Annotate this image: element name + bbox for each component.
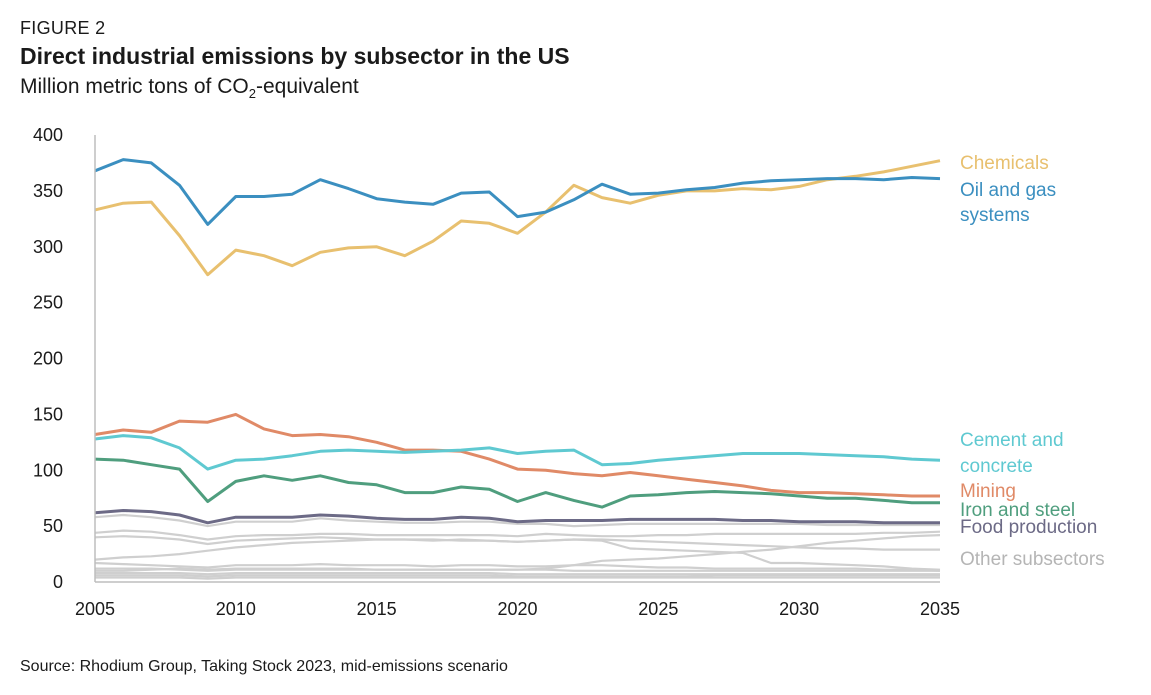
iron-and-steel-label: Iron and steel (960, 500, 1075, 521)
y-tick-label: 0 (53, 572, 63, 592)
oil-and-gas-systems-label: systems (960, 205, 1030, 226)
y-tick-label: 50 (43, 516, 63, 536)
chemicals-line (94, 159, 941, 277)
chart-subtitle: Million metric tons of CO2-equivalent (20, 75, 359, 101)
source-note: Source: Rhodium Group, Taking Stock 2023… (20, 658, 508, 675)
other-subsector-line-4 (94, 538, 940, 561)
subtitle-suffix: -equivalent (255, 75, 359, 98)
y-tick-label: 250 (33, 293, 63, 313)
subsector-lines (94, 158, 941, 525)
cement-and-concrete-label: Cement and (960, 430, 1064, 451)
x-tick-label: 2035 (920, 599, 960, 619)
oil-and-gas-systems-line (94, 158, 941, 226)
x-tick-label: 2030 (779, 599, 819, 619)
y-tick-label: 200 (33, 349, 63, 369)
food-production-line (94, 509, 940, 525)
series-labels: Chemicals Oil and gas systems Cement and con… (960, 153, 1105, 570)
x-tick-label: 2010 (216, 599, 256, 619)
y-tick-label: 300 (33, 237, 63, 257)
mining-label: Mining (960, 481, 1016, 502)
x-tick-label: 2020 (497, 599, 537, 619)
other-subsector-lines (94, 513, 941, 580)
chemicals-label: Chemicals (960, 153, 1049, 174)
x-tick-label: 2005 (75, 599, 115, 619)
mining-line (94, 412, 940, 498)
other-subsector-line-1 (94, 513, 940, 528)
y-tick-label: 150 (33, 404, 63, 424)
y-tick-label: 400 (33, 125, 63, 145)
chart-axes: 0 50 100 150 200 250 300 350 400 2005 2010 2015 2020… (33, 125, 960, 619)
subtitle-text: Million metric tons of CO (20, 75, 249, 98)
cement-and-concrete-label: concrete (960, 456, 1033, 477)
other-subsector-line-10 (95, 576, 940, 580)
other-subsector-line-8 (95, 572, 940, 576)
x-tick-label: 2025 (638, 599, 678, 619)
figure-label: FIGURE 2 (20, 18, 106, 38)
iron-and-steel-line (94, 457, 940, 509)
y-tick-label: 350 (33, 181, 63, 201)
chart-title: Direct industrial emissions by subsector… (20, 43, 570, 69)
cement-and-concrete-line (94, 434, 941, 471)
other-subsector-line-7 (95, 567, 940, 572)
oil-and-gas-systems-label: Oil and gas (960, 180, 1056, 201)
food-production-label: Food production (960, 517, 1097, 538)
subtitle-subscript: 2 (248, 86, 256, 102)
other-subsectors-label: Other subsectors (960, 549, 1105, 570)
other-subsector-line-9 (95, 574, 940, 578)
x-tick-label: 2015 (357, 599, 397, 619)
other-subsector-line-2 (94, 529, 941, 541)
y-tick-label: 100 (33, 460, 63, 480)
other-subsector-line-6 (94, 561, 941, 572)
